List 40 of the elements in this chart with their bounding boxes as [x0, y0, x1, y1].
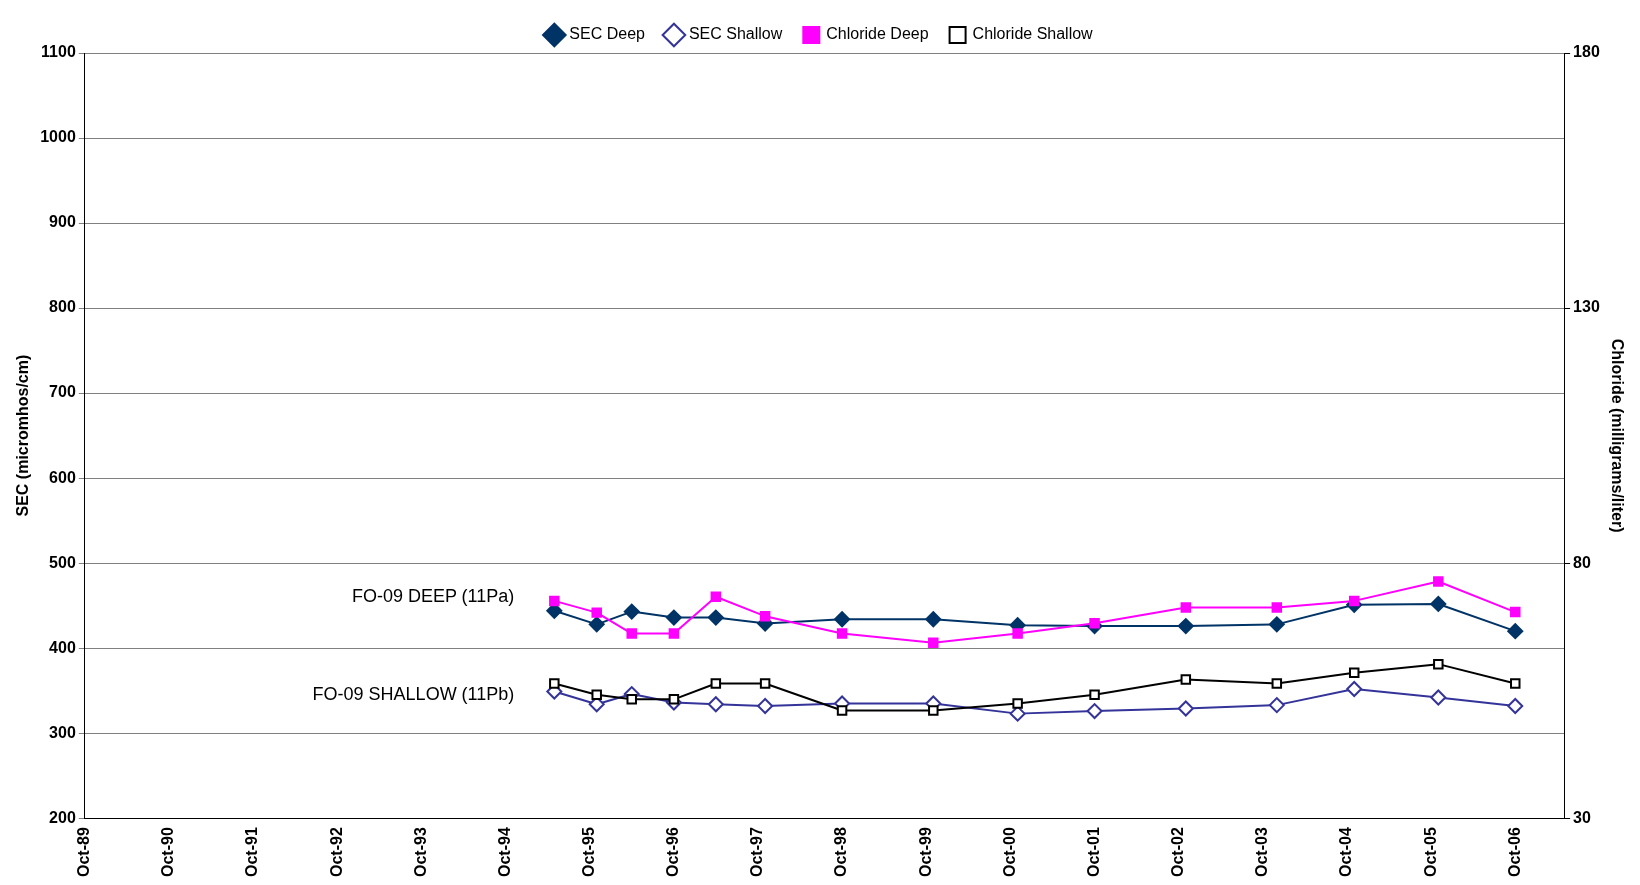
x-tick-label: Oct-00 — [1000, 827, 1018, 877]
x-tick-label: Oct-91 — [243, 827, 261, 877]
y-tick-label: 1000 — [40, 128, 76, 146]
y-tick-label: 400 — [49, 638, 76, 656]
annotation: FO-09 DEEP (11Pa) — [351, 585, 515, 606]
y-tick-label: 700 — [49, 383, 76, 401]
y-tick-label: 600 — [49, 468, 76, 486]
y2-tick-label: 30 — [1573, 808, 1591, 826]
x-tick-label: Oct-97 — [748, 827, 766, 877]
legend-label: SEC Deep — [569, 25, 646, 43]
y-tick-label: 1100 — [41, 43, 76, 61]
x-tick-label: Oct-02 — [1169, 827, 1187, 877]
x-tick-label: Oct-95 — [579, 827, 597, 877]
y-tick-label: 800 — [49, 298, 76, 316]
x-tick-label: Oct-05 — [1421, 827, 1439, 877]
x-tick-label: Oct-90 — [159, 827, 177, 877]
annotation: FO-09 SHALLOW (11Pb) — [312, 684, 515, 705]
x-tick-label: Oct-94 — [495, 827, 513, 877]
y2-tick-label: 180 — [1573, 43, 1600, 61]
y-tick-label: 900 — [49, 213, 76, 231]
x-tick-label: Oct-93 — [411, 827, 429, 877]
y2-tick-label: 80 — [1573, 553, 1591, 571]
y-tick-label: 200 — [49, 808, 76, 826]
y-tick-label: 300 — [49, 723, 76, 741]
x-tick-label: Oct-04 — [1337, 827, 1355, 877]
legend-label: SEC Shallow — [688, 25, 783, 43]
x-tick-label: Oct-06 — [1505, 827, 1523, 877]
y-axis-title: SEC (micromhos/cm) — [14, 354, 32, 517]
x-tick-label: Oct-98 — [832, 827, 850, 877]
x-tick-label: Oct-92 — [327, 827, 345, 877]
legend-label: Chloride Deep — [826, 25, 929, 43]
x-tick-label: Oct-89 — [75, 827, 93, 877]
x-tick-label: Oct-03 — [1253, 827, 1271, 877]
y2-axis-title: Chloride (milligrams/liter) — [1608, 338, 1626, 533]
x-tick-label: Oct-99 — [916, 827, 934, 877]
y-tick-label: 500 — [49, 553, 76, 571]
legend-label: Chloride Shallow — [972, 25, 1094, 43]
x-tick-label: Oct-01 — [1084, 827, 1102, 877]
x-tick-label: Oct-96 — [664, 827, 682, 877]
y2-tick-label: 130 — [1573, 298, 1600, 316]
